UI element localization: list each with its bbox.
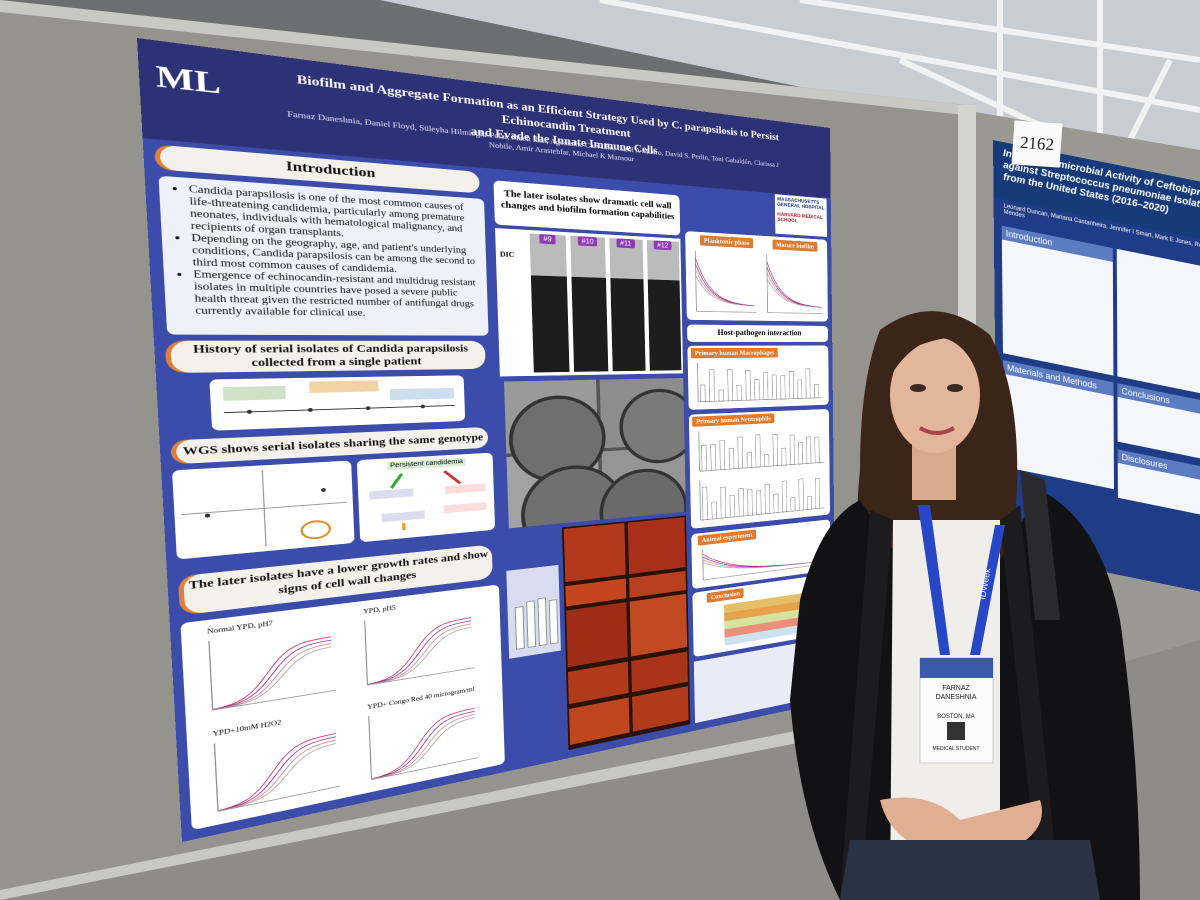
qr-code <box>947 722 965 740</box>
eye <box>947 384 963 392</box>
badge-name: DANESHNIA <box>936 694 977 701</box>
eye <box>910 384 926 392</box>
badge-role: MEDICAL STUDENT <box>932 746 979 752</box>
badge-name: FARNAZ <box>942 685 970 692</box>
badge-banner <box>920 658 993 678</box>
jeans <box>840 840 1100 900</box>
badge-location: BOSTON, MA <box>937 714 975 720</box>
